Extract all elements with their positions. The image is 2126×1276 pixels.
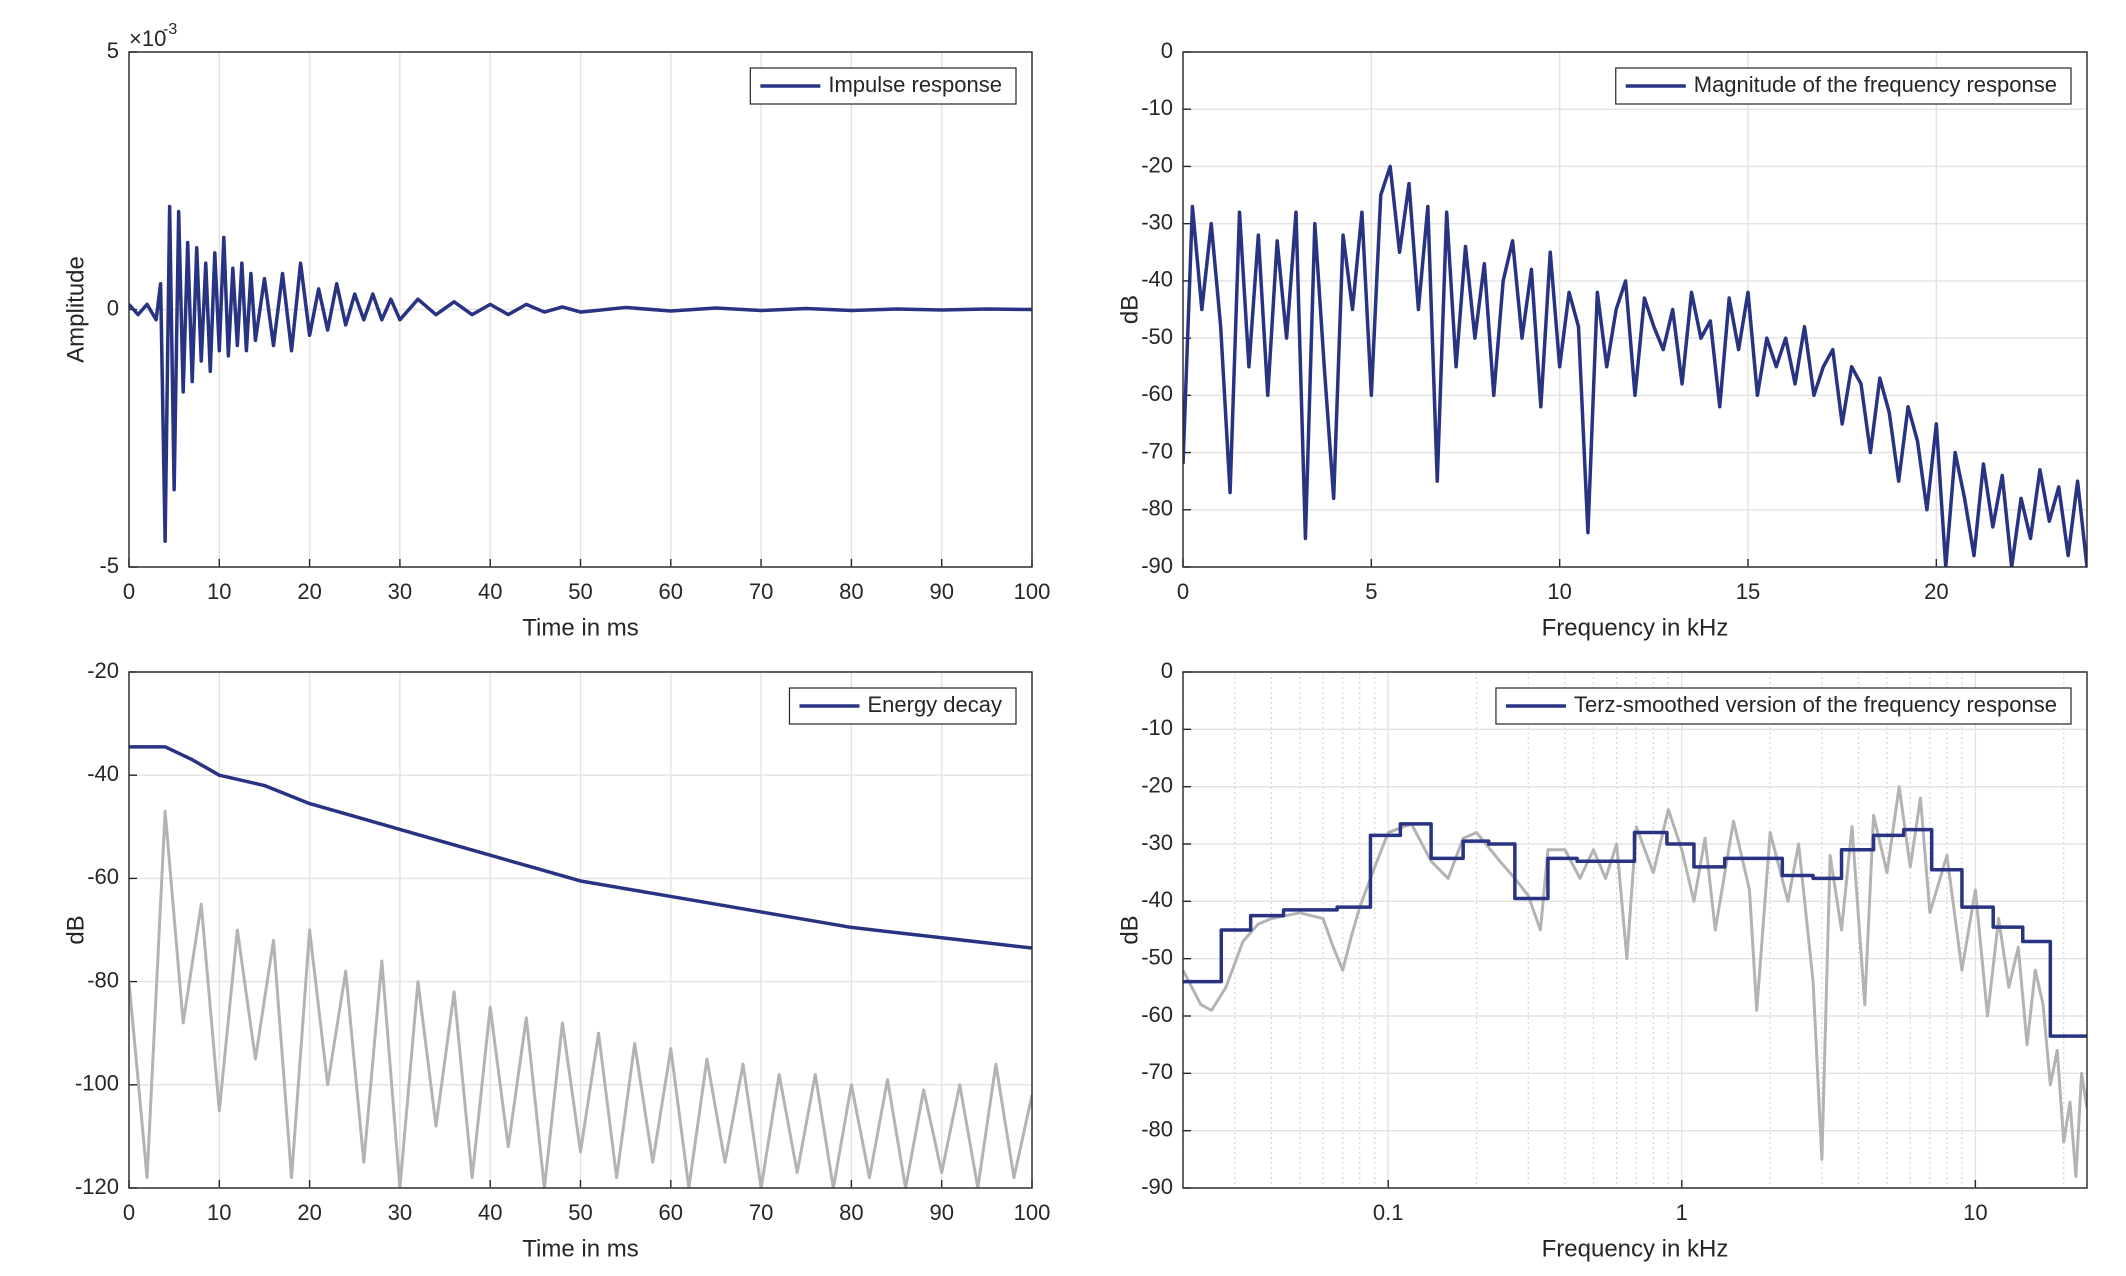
background-line [129, 809, 1032, 1188]
x-tick-label: 20 [297, 1200, 321, 1225]
x-tick-label: 90 [929, 579, 953, 604]
y-tick-label: -80 [1141, 496, 1173, 521]
y-tick-label: -40 [87, 761, 119, 786]
x-tick-label: 30 [388, 1200, 412, 1225]
data-line [129, 204, 1032, 543]
x-tick-label: 90 [929, 1200, 953, 1225]
y-tick-label: -50 [1141, 324, 1173, 349]
x-tick-label: 10 [1547, 579, 1571, 604]
x-tick-label: 0 [1177, 579, 1189, 604]
plot-area [1183, 672, 2087, 1188]
x-tick-label: 50 [568, 579, 592, 604]
x-tick-label: 80 [839, 579, 863, 604]
y-tick-label: 0 [107, 295, 119, 320]
x-tick-label: 1 [1676, 1200, 1688, 1225]
legend-label: Terz-smoothed version of the frequency r… [1574, 692, 2057, 717]
x-tick-label: 0.1 [1373, 1200, 1404, 1225]
y-tick-label: -10 [1141, 715, 1173, 740]
y-tick-label: -60 [1141, 381, 1173, 406]
y-tick-label: -5 [99, 553, 119, 578]
x-tick-label: 70 [749, 1200, 773, 1225]
y-tick-label: -50 [1141, 944, 1173, 969]
y-tick-label: -30 [1141, 830, 1173, 855]
y-axis-label: dB [1116, 915, 1143, 944]
axes-box [1182, 51, 2088, 568]
legend: Energy decay [788, 687, 1017, 725]
x-tick-label: 10 [1963, 1200, 1987, 1225]
x-tick-label: 100 [1014, 579, 1051, 604]
y-tick-label: -80 [1141, 1116, 1173, 1141]
x-tick-label: 0 [123, 579, 135, 604]
axes-box [128, 671, 1033, 1189]
data-line [1183, 164, 2087, 567]
legend: Terz-smoothed version of the frequency r… [1495, 687, 2072, 725]
x-tick-label: 0 [123, 1200, 135, 1225]
y-tick-label: -40 [1141, 887, 1173, 912]
x-tick-label: 10 [207, 1200, 231, 1225]
y-tick-label: -70 [1141, 1059, 1173, 1084]
y-axis-label: dB [62, 915, 89, 944]
x-tick-label: 50 [568, 1200, 592, 1225]
data-line [1183, 822, 2087, 1038]
x-tick-label: 20 [297, 579, 321, 604]
axes-box [128, 51, 1033, 568]
y-tick-label: -60 [87, 864, 119, 889]
y-tick-label: -30 [1141, 209, 1173, 234]
x-tick-label: 80 [839, 1200, 863, 1225]
y-tick-label: 0 [1161, 38, 1173, 63]
legend-label: Impulse response [828, 72, 1002, 97]
y-tick-label: 0 [1161, 658, 1173, 683]
x-axis-label: Time in ms [522, 1235, 638, 1262]
x-tick-label: 30 [388, 579, 412, 604]
legend: Magnitude of the frequency response [1615, 67, 2072, 105]
x-tick-label: 100 [1014, 1200, 1051, 1225]
legend-label: Energy decay [867, 692, 1002, 717]
y-tick-label: 5 [107, 38, 119, 63]
y-tick-label: -70 [1141, 438, 1173, 463]
x-tick-label: 40 [478, 579, 502, 604]
legend-box [1495, 687, 2072, 725]
legend: Impulse response [749, 67, 1017, 105]
x-tick-label: 60 [659, 579, 683, 604]
y-tick-label: -120 [75, 1174, 119, 1199]
axes-box [1182, 671, 2088, 1189]
x-axis-label: Frequency in kHz [1542, 1235, 1729, 1262]
y-tick-label: -20 [1141, 152, 1173, 177]
y-axis-label: dB [1116, 295, 1143, 324]
y-scale-exponent: -3 [163, 21, 177, 38]
x-tick-label: 20 [1924, 579, 1948, 604]
y-tick-label: -60 [1141, 1002, 1173, 1027]
y-tick-label: -20 [1141, 772, 1173, 797]
y-tick-label: -90 [1141, 553, 1173, 578]
y-tick-label: -10 [1141, 95, 1173, 120]
x-tick-label: 60 [659, 1200, 683, 1225]
y-axis-label: Amplitude [62, 256, 89, 363]
legend-box [1615, 67, 2072, 105]
legend-label: Magnitude of the frequency response [1694, 72, 2057, 97]
x-axis-label: Frequency in kHz [1542, 614, 1729, 641]
x-tick-label: 10 [207, 579, 231, 604]
x-axis-label: Time in ms [522, 614, 638, 641]
y-tick-label: -80 [87, 967, 119, 992]
y-tick-label: -20 [87, 658, 119, 683]
x-tick-label: 40 [478, 1200, 502, 1225]
y-tick-label: -100 [75, 1071, 119, 1096]
y-scale-base: ×10 [129, 26, 166, 51]
x-tick-label: 70 [749, 579, 773, 604]
y-tick-label: -40 [1141, 267, 1173, 292]
y-tick-label: -90 [1141, 1174, 1173, 1199]
x-tick-label: 5 [1365, 579, 1377, 604]
x-tick-label: 15 [1736, 579, 1760, 604]
data-line [129, 745, 1032, 950]
